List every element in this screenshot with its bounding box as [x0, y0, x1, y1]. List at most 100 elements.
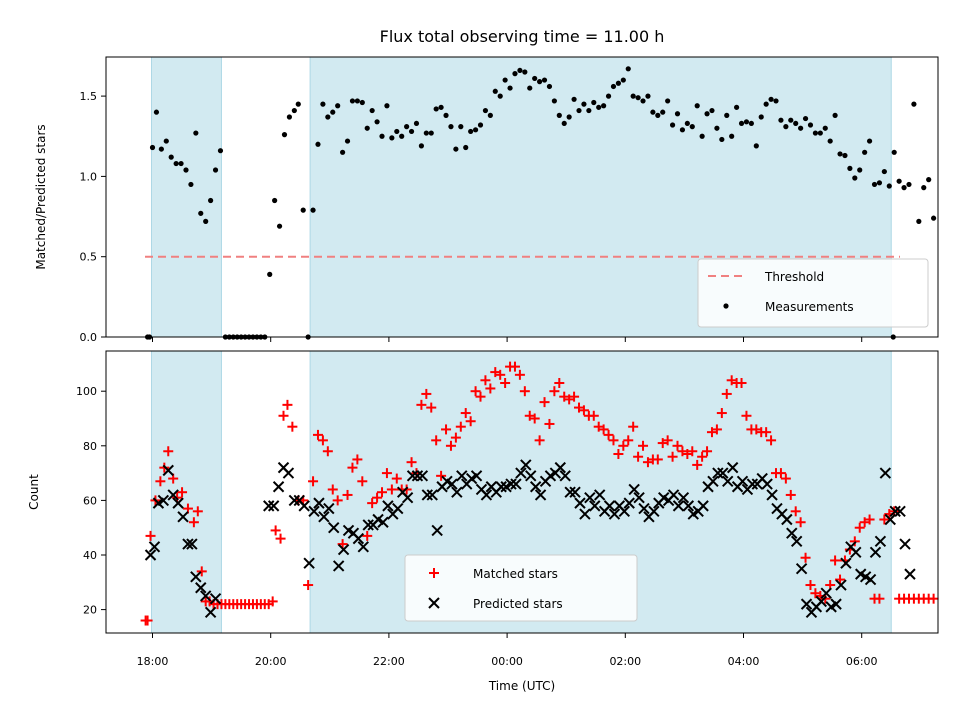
predicted-star-point: [628, 483, 640, 496]
measurement-point: [679, 127, 686, 133]
matched-star-point: [692, 459, 703, 470]
y-tick-label: 40: [83, 549, 97, 562]
measurement-point: [551, 98, 557, 104]
measurement-point: [438, 104, 444, 110]
predicted-star-point: [515, 467, 527, 479]
x-tick-label: 06:00: [846, 655, 878, 668]
predicted-star-point: [726, 461, 739, 474]
matched-star-point: [544, 418, 555, 429]
measurement-point: [837, 151, 843, 157]
measurement-point: [931, 215, 937, 221]
predicted-star-point: [835, 579, 847, 591]
predicted-star-point: [648, 505, 660, 518]
measurement-point: [335, 103, 341, 109]
top-legend: Threshold Measurements: [697, 258, 929, 328]
measurement-point: [399, 133, 405, 139]
predicted-star-point: [736, 475, 749, 487]
measurement-point: [576, 107, 582, 114]
predicted-star-point: [667, 489, 680, 501]
matched-star-point: [662, 435, 673, 446]
predicted-star-point: [672, 500, 685, 512]
measurement-point: [502, 77, 508, 83]
measurement-point: [482, 107, 489, 114]
count-points: [140, 361, 939, 626]
bottom-x-ticks: 18:00 20:00 22:00 00:00 02:00 04:00 06:00: [137, 633, 878, 668]
measurement-point: [674, 111, 681, 117]
matched-star-point: [864, 514, 875, 525]
measurement-point: [198, 210, 204, 216]
chart-title: Flux total observing time = 11.00 h: [380, 27, 665, 46]
predicted-star-point: [820, 587, 832, 599]
matched-star-point: [317, 435, 328, 446]
predicted-star-point: [337, 543, 350, 556]
measurement-point: [267, 271, 273, 277]
measurement-point: [183, 167, 189, 173]
measurement-point: [640, 98, 646, 104]
measurement-point: [862, 149, 868, 155]
measurement-point: [921, 185, 927, 191]
measurement-point: [281, 132, 288, 138]
matched-star-point: [436, 470, 447, 481]
predicted-star-point: [589, 500, 601, 512]
matched-star-point: [800, 552, 811, 563]
measurement-point: [822, 125, 828, 131]
matched-star-point: [549, 386, 560, 397]
matched-star-point: [741, 410, 752, 421]
measurement-point: [571, 96, 577, 102]
measurement-point: [443, 112, 449, 118]
matched-star-point: [416, 399, 427, 410]
measurement-point: [517, 67, 523, 74]
measurement-point: [394, 128, 400, 135]
measurement-point: [911, 101, 917, 107]
predicted-star-point: [416, 470, 429, 482]
matched-star-point: [652, 454, 663, 465]
matched-star-point: [342, 489, 353, 500]
legend-matched-label: Matched stars: [473, 567, 558, 581]
measurement-point: [193, 130, 199, 136]
measurement-point: [413, 120, 420, 127]
matched-star-point: [623, 435, 634, 446]
measurement-point: [463, 144, 469, 151]
predicted-star-point: [362, 519, 374, 531]
predicted-star-point: [815, 595, 828, 608]
y-tick-label: 0.0: [80, 331, 98, 344]
measurement-point: [852, 175, 858, 181]
measurement-point: [208, 197, 214, 204]
measurement-point: [827, 138, 833, 144]
predicted-star-point: [682, 500, 695, 512]
y-tick-label: 100: [76, 385, 97, 398]
matched-star-point: [308, 476, 319, 487]
top-plot-frame: [105, 56, 939, 338]
measurement-point: [492, 88, 498, 94]
measurement-point: [876, 180, 883, 186]
measurement-point: [916, 218, 922, 224]
matched-star-point: [785, 489, 796, 500]
predicted-star-point: [426, 489, 438, 501]
matched-star-point: [608, 435, 619, 446]
measurement-point: [320, 101, 326, 107]
matched-star-point: [282, 399, 293, 410]
matched-star-point: [386, 484, 397, 495]
predicted-star-point: [308, 505, 320, 518]
count-panel: 20 40 60 80 100 18:00 20:00 22:00 00:00 02:00 04:…: [27, 350, 939, 693]
measurement-point: [793, 120, 799, 127]
predicted-star-point: [574, 497, 586, 509]
matched-star-point: [145, 530, 156, 541]
matched-star-point: [192, 506, 203, 517]
measurement-point: [527, 85, 533, 91]
x-tick-label: 02:00: [609, 655, 641, 668]
predicted-star-point: [800, 598, 813, 610]
measurement-point: [857, 167, 863, 173]
matched-star-point: [554, 378, 565, 389]
predicted-star-point: [431, 524, 443, 537]
matched-star-point: [332, 495, 343, 506]
matched-star-point: [367, 498, 378, 509]
matched-star-point: [780, 473, 791, 484]
matched-star-point: [509, 361, 520, 372]
measurement-point: [153, 109, 160, 115]
y-tick-label: 80: [83, 440, 97, 453]
predicted-star-point: [510, 478, 522, 490]
measurement-point: [477, 122, 484, 128]
measurement-point: [615, 80, 622, 86]
matched-star-point: [327, 484, 338, 495]
